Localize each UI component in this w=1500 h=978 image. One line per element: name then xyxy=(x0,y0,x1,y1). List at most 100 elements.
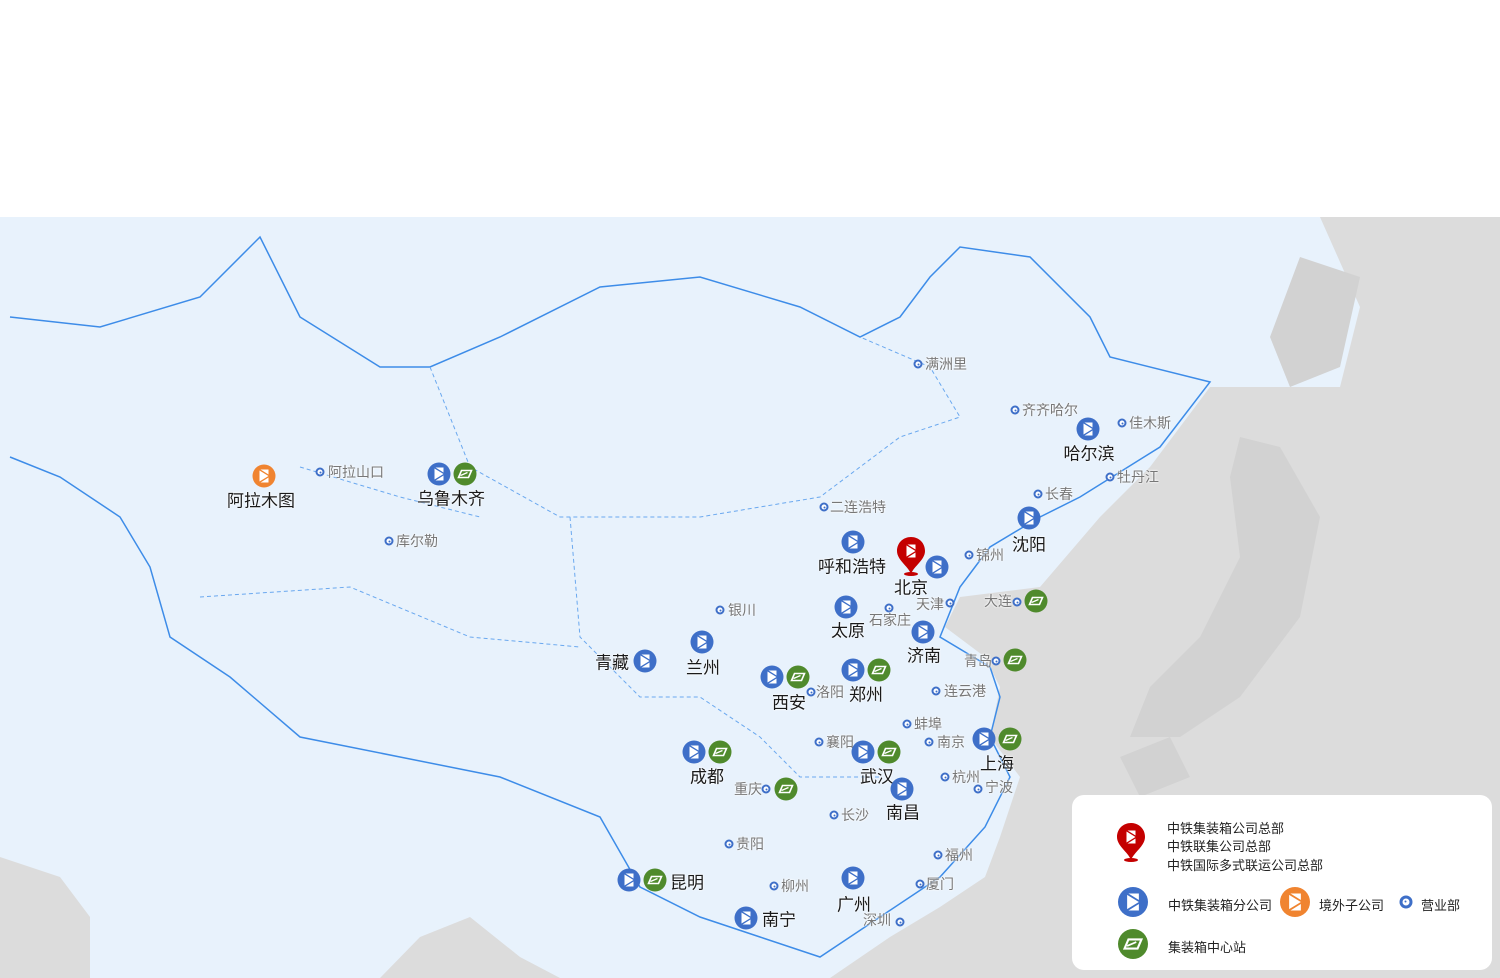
sales-office-icon[interactable] xyxy=(1012,597,1022,607)
city-label: 宁波 xyxy=(985,780,1013,796)
sales-office-icon[interactable] xyxy=(829,810,839,820)
city-label: 济南 xyxy=(907,646,941,667)
branch-icon xyxy=(1118,887,1148,917)
branch-icon[interactable] xyxy=(835,596,858,619)
map-legend: 中铁集装箱公司总部 中铁联集公司总部 中铁国际多式联运公司总部 中铁集装箱分公司… xyxy=(1072,795,1492,970)
sales-office-icon[interactable] xyxy=(806,687,816,697)
city-label: 库尔勒 xyxy=(396,534,438,550)
container-center-icon[interactable] xyxy=(868,659,891,682)
container-center-icon[interactable] xyxy=(999,728,1022,751)
sales-office-icon[interactable] xyxy=(933,850,943,860)
container-center-icon[interactable] xyxy=(775,778,798,801)
branch-icon[interactable] xyxy=(634,650,657,673)
city-label: 长沙 xyxy=(841,808,869,824)
city-label: 银川 xyxy=(728,603,756,619)
city-label: 深圳 xyxy=(863,913,891,929)
branch-icon[interactable] xyxy=(1018,507,1041,530)
container-center-icon[interactable] xyxy=(1025,590,1048,613)
map[interactable] xyxy=(0,217,1500,978)
sales-office-icon[interactable] xyxy=(924,737,934,747)
container-center-icon[interactable] xyxy=(878,741,901,764)
city-label: 哈尔滨 xyxy=(1063,444,1115,465)
container-center-icon[interactable] xyxy=(709,741,732,764)
legend-hq-label-2: 中铁联集公司总部 xyxy=(1167,840,1272,855)
sales-office-icon[interactable] xyxy=(991,656,1001,666)
sales-office-icon[interactable] xyxy=(814,737,824,747)
container-center-icon[interactable] xyxy=(454,463,477,486)
branch-icon[interactable] xyxy=(691,631,714,654)
city-label: 成都 xyxy=(690,767,724,788)
city-label: 柳州 xyxy=(781,879,809,895)
branch-icon[interactable] xyxy=(618,869,641,892)
sales-office-icon[interactable] xyxy=(384,536,394,546)
branch-icon[interactable] xyxy=(428,463,451,486)
sales-office-icon[interactable] xyxy=(1010,405,1020,415)
branch-icon[interactable] xyxy=(683,741,706,764)
branch-icon[interactable] xyxy=(891,778,914,801)
sales-office-icon[interactable] xyxy=(761,784,771,794)
headquarters-pin-icon xyxy=(1116,822,1146,862)
legend-hq-label-1: 中铁集装箱公司总部 xyxy=(1167,822,1285,837)
city-label: 佳木斯 xyxy=(1129,416,1171,432)
sales-office-icon[interactable] xyxy=(964,550,974,560)
city-label: 武汉 xyxy=(860,767,894,788)
city-label: 上海 xyxy=(980,754,1014,775)
sales-office-icon[interactable] xyxy=(973,784,983,794)
sales-office-icon[interactable] xyxy=(1105,472,1115,482)
city-label: 满洲里 xyxy=(925,357,967,373)
city-label: 兰州 xyxy=(686,658,720,679)
branch-icon[interactable] xyxy=(973,728,996,751)
city-label: 蚌埠 xyxy=(914,717,942,733)
city-label: 牡丹江 xyxy=(1117,470,1159,486)
sales-office-icon[interactable] xyxy=(724,839,734,849)
legend-sales-office-label: 营业部 xyxy=(1421,899,1461,914)
headquarters-pin-icon[interactable] xyxy=(896,536,926,576)
sales-office-icon[interactable] xyxy=(769,881,779,891)
sales-office-icon[interactable] xyxy=(902,719,912,729)
sales-office-icon[interactable] xyxy=(913,359,923,369)
branch-icon[interactable] xyxy=(842,659,865,682)
city-label: 大连 xyxy=(984,594,1012,610)
city-label: 昆明 xyxy=(670,873,704,894)
city-label: 杭州 xyxy=(952,770,980,786)
city-label: 西安 xyxy=(772,693,806,714)
sales-office-icon[interactable] xyxy=(819,502,829,512)
city-label: 南京 xyxy=(937,735,965,751)
city-label: 南昌 xyxy=(886,803,920,824)
city-label: 阿拉山口 xyxy=(328,465,384,481)
sales-office-icon[interactable] xyxy=(884,603,894,613)
branch-icon[interactable] xyxy=(1077,418,1100,441)
branch-icon[interactable] xyxy=(852,741,875,764)
sales-office-icon[interactable] xyxy=(715,605,725,615)
sales-office-icon[interactable] xyxy=(931,686,941,696)
branch-icon[interactable] xyxy=(842,531,865,554)
sales-office-icon[interactable] xyxy=(940,772,950,782)
sales-office-icon[interactable] xyxy=(915,879,925,889)
branch-icon[interactable] xyxy=(735,907,758,930)
container-center-icon[interactable] xyxy=(787,666,810,689)
overseas-subsidiary-icon xyxy=(1280,887,1310,917)
container-center-icon[interactable] xyxy=(644,869,667,892)
sales-office-icon[interactable] xyxy=(1033,489,1043,499)
overseas-subsidiary-icon[interactable] xyxy=(253,465,276,488)
city-label: 青岛 xyxy=(964,654,992,670)
city-label: 南宁 xyxy=(762,910,796,931)
branch-icon[interactable] xyxy=(761,666,784,689)
city-label: 福州 xyxy=(945,848,973,864)
branch-icon[interactable] xyxy=(842,867,865,890)
city-label: 石家庄 xyxy=(869,613,911,629)
city-label: 天津 xyxy=(916,597,944,613)
city-label: 太原 xyxy=(831,621,865,642)
sales-office-icon[interactable] xyxy=(315,467,325,477)
branch-icon[interactable] xyxy=(912,621,935,644)
city-label: 厦门 xyxy=(926,877,954,893)
sales-office-icon[interactable] xyxy=(945,598,955,608)
city-label: 呼和浩特 xyxy=(818,557,886,578)
container-center-icon xyxy=(1118,929,1148,959)
sales-office-icon[interactable] xyxy=(1117,418,1127,428)
city-label: 郑州 xyxy=(849,685,883,706)
sales-office-icon[interactable] xyxy=(895,917,905,927)
legend-branch-label: 中铁集装箱分公司 xyxy=(1168,899,1273,914)
container-center-icon[interactable] xyxy=(1004,649,1027,672)
branch-icon[interactable] xyxy=(926,556,949,579)
